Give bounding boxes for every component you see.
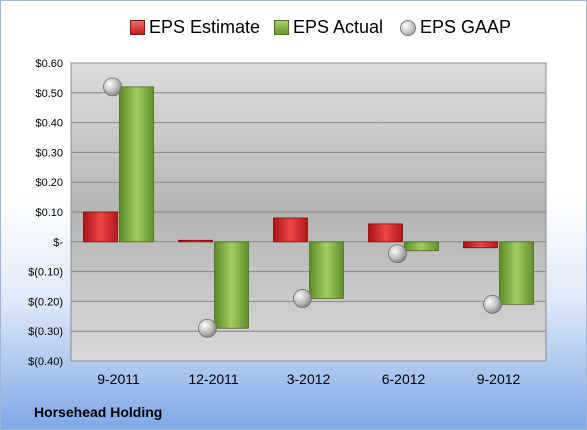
x-tick-label: 9-2012 [477, 371, 521, 387]
y-tick-label: $0.50 [35, 88, 63, 100]
y-tick-label: $(0.20) [28, 296, 63, 308]
bar-eps-estimate [273, 217, 308, 243]
legend-swatch-gaap [400, 19, 416, 36]
y-tick-label: $(0.40) [28, 356, 63, 368]
bar-eps-estimate [463, 241, 498, 249]
y-tick-label: $(0.30) [28, 326, 63, 338]
point-eps-gaap [293, 289, 312, 308]
legend-item-eps-actual: EPS Actual [274, 17, 383, 38]
y-tick-label: $0.60 [35, 58, 63, 70]
bar-eps-actual [499, 241, 534, 305]
y-tick-label: $(0.10) [28, 267, 63, 279]
bar-eps-estimate [178, 239, 213, 243]
x-axis-tick-labels: 9-2011 12-2011 3-2012 6-2012 9-2012 [97, 371, 520, 387]
bar-eps-estimate [83, 211, 118, 243]
point-eps-gaap [103, 77, 122, 97]
y-axis-tick-labels: $0.60 $0.50 $0.40 $0.30 $0.20 $0.10 $- $(0.10) $… [28, 58, 63, 368]
bars [83, 86, 534, 329]
legend-label-actual: EPS Actual [293, 17, 384, 37]
bar-eps-actual [214, 241, 249, 329]
legend-label-estimate: EPS Estimate [149, 17, 261, 37]
bar-eps-actual [309, 241, 344, 299]
x-tick-label: 9-2011 [97, 371, 140, 387]
point-eps-gaap [388, 244, 407, 264]
x-tick-label: 3-2012 [287, 371, 331, 387]
x-tick-label: 12-2011 [188, 371, 239, 387]
company-name: Horsehead Holding [34, 404, 163, 420]
y-tick-label: $0.10 [35, 207, 63, 219]
y-tick-label: $0.30 [35, 147, 63, 159]
y-tick-label: $0.40 [35, 118, 63, 130]
bar-eps-estimate [368, 223, 403, 243]
point-eps-gaap [483, 294, 502, 314]
legend-item-eps-gaap: EPS GAAP [400, 17, 511, 38]
bar-eps-actual [119, 86, 154, 243]
legend-swatch-estimate [130, 20, 145, 35]
x-tick-label: 6-2012 [382, 371, 426, 387]
y-tick-label: $0.20 [35, 177, 63, 189]
legend: EPS Estimate EPS Actual EPS GAAP [1, 17, 586, 43]
legend-label-gaap: EPS GAAP [420, 17, 512, 37]
y-tick-label: $- [53, 237, 63, 249]
legend-item-eps-estimate: EPS Estimate [130, 17, 260, 38]
legend-swatch-actual [274, 20, 289, 35]
bar-eps-actual [404, 241, 439, 252]
gaap-points [103, 77, 502, 338]
point-eps-gaap [198, 318, 217, 338]
